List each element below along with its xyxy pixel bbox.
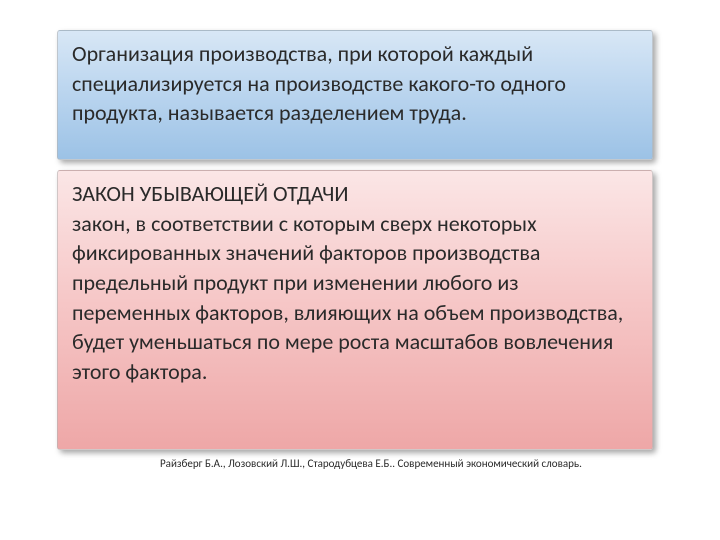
citation-text: Райзберг Б.А., Лозовский Л.Ш., Стародубц… xyxy=(160,457,680,470)
definition-box-red: ЗАКОН УБЫВАЮЩЕЙ ОТДАЧИ закон, в соответс… xyxy=(57,170,653,450)
red-box-title: ЗАКОН УБЫВАЮЩЕЙ ОТДАЧИ xyxy=(72,180,349,207)
red-box-body: закон, в соответствии с которым сверх не… xyxy=(72,210,623,385)
blue-box-text: Организация производства, при которой ка… xyxy=(72,40,566,126)
slide: Организация производства, при которой ка… xyxy=(0,0,720,540)
definition-box-blue: Организация производства, при которой ка… xyxy=(57,30,653,160)
